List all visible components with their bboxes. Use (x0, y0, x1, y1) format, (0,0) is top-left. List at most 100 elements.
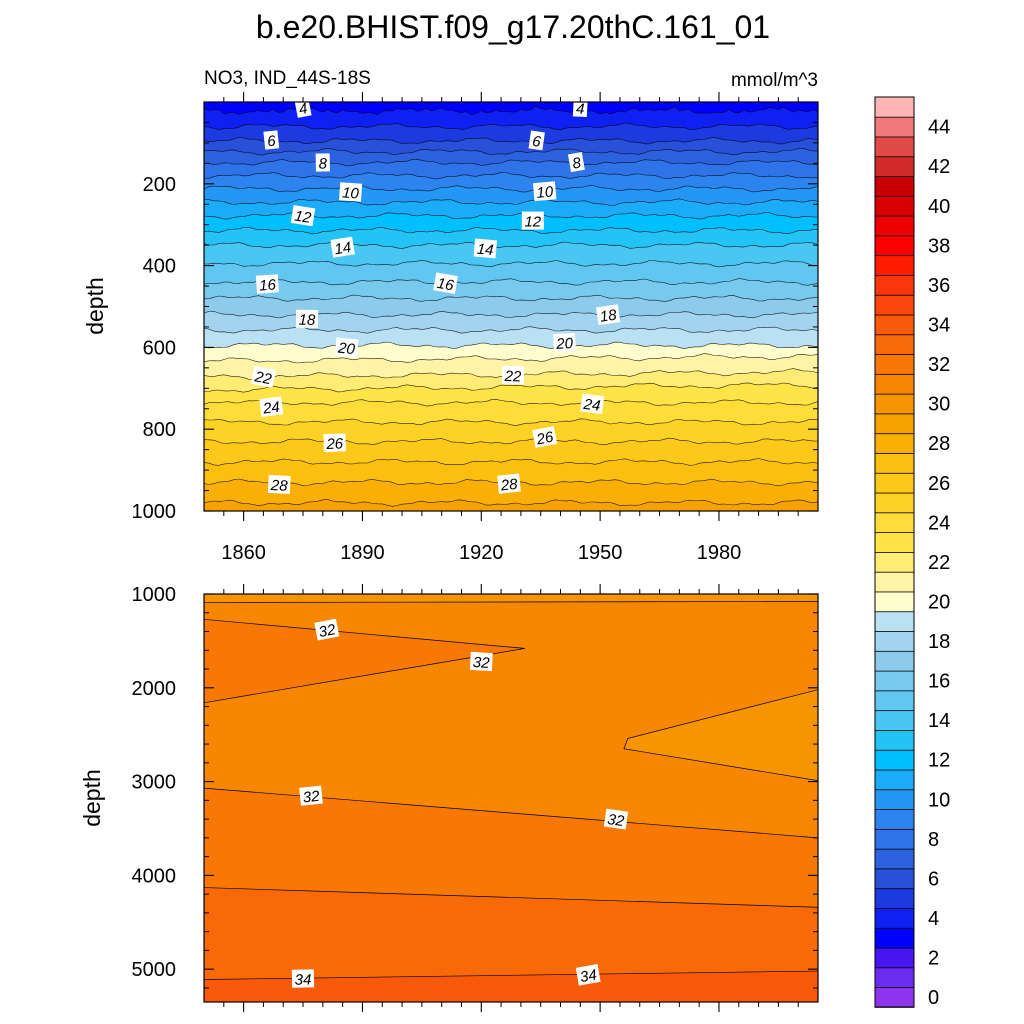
contour-label-box (580, 393, 605, 415)
contour-label: 32 (469, 651, 493, 672)
colorbar-swatch (874, 729, 915, 751)
colorbar-label: 6 (928, 868, 939, 890)
contour-label-box (497, 473, 521, 494)
contour-line (204, 382, 818, 393)
contour-label: 32 (603, 808, 629, 830)
contour-label-text: 14 (476, 241, 494, 259)
contour-label: 24 (259, 396, 284, 418)
contour-label-text: 10 (342, 184, 360, 202)
colorbar-swatch (874, 887, 915, 909)
x-tick-label: 1860 (221, 542, 266, 564)
contour-label-box (532, 426, 558, 448)
contour-label-text: 14 (333, 239, 352, 258)
contour-line (204, 198, 818, 206)
y-tick-label: 3000 (132, 772, 177, 794)
colorbar-swatch (874, 571, 915, 593)
colorbar-label: 44 (928, 117, 950, 139)
contour-label: 6 (263, 130, 280, 150)
contour-label-text: 20 (555, 335, 574, 353)
contour-label-text: 28 (499, 476, 519, 495)
lower-contour-fill (204, 594, 818, 1002)
contour-label-box (259, 396, 284, 417)
contour-line (623, 689, 818, 781)
colorbar-swatch (874, 393, 915, 415)
upper-contour-fill (204, 102, 818, 511)
contour-label-text: 28 (269, 477, 288, 495)
contour-line (204, 136, 818, 145)
colorbar-swatch (874, 96, 915, 118)
contour-label-box (338, 182, 363, 202)
colorbar-label: 40 (928, 196, 950, 218)
contour-label: 34 (291, 969, 315, 989)
contour-label-box (521, 211, 544, 230)
contour-label-box (263, 130, 280, 150)
contour-label-text: 22 (503, 368, 522, 386)
contour-line (204, 341, 818, 349)
contour-band (204, 971, 818, 1002)
colorbar-swatch (874, 749, 915, 771)
contour-label: 28 (497, 473, 521, 495)
contour-label: 10 (338, 182, 363, 203)
x-tick-label: 1890 (340, 542, 385, 564)
contour-label: 24 (580, 393, 605, 415)
colorbar-swatch (874, 254, 915, 276)
contour-label-text: 10 (536, 183, 555, 201)
colorbar-swatch (874, 531, 915, 553)
contour-label: 20 (553, 332, 576, 353)
contour-line (204, 158, 818, 167)
contour-label: 8 (567, 152, 585, 173)
contour-label: 10 (532, 181, 557, 202)
contour-label-box (528, 130, 545, 151)
colorbar-swatch (874, 175, 915, 197)
colorbar-label: 30 (928, 394, 950, 416)
contour-label-box (501, 365, 525, 385)
contour-line (204, 437, 818, 446)
contour-label-text: 26 (534, 428, 555, 448)
contour-line (204, 418, 818, 426)
contour-label: 26 (323, 433, 347, 453)
colorbar-swatch (874, 314, 915, 336)
lower-axes: 1000 2000 3000 4000 5000 (132, 584, 818, 1012)
colorbar-label: 28 (928, 433, 950, 455)
upper-y-axis-label: depth (82, 277, 108, 335)
contour-label: 16 (433, 272, 458, 295)
colorbar-swatch (874, 828, 915, 850)
contour-label-text: 24 (582, 396, 602, 415)
colorbar-label: 36 (928, 275, 950, 297)
variable-region-label: NO3, IND_44S-18S (204, 68, 371, 89)
y-tick-label: 5000 (132, 959, 177, 981)
colorbar-swatch (874, 551, 915, 573)
contour-line (204, 458, 818, 466)
contour-label-text: 24 (261, 399, 281, 418)
contour-line (204, 353, 818, 364)
contour-label-box (294, 97, 312, 118)
colorbar-swatch (874, 195, 915, 217)
contour-band (204, 594, 818, 603)
colorbar-swatch (874, 432, 915, 454)
contour-band (204, 619, 525, 703)
contour-label: 18 (295, 309, 319, 329)
colorbar-swatch (874, 492, 915, 514)
contour-label-box (255, 274, 280, 294)
contour-line (204, 184, 818, 193)
contour-label: 22 (501, 365, 525, 386)
contour-label: 26 (532, 426, 558, 449)
contour-label-box (299, 785, 323, 806)
colorbar-swatch (874, 136, 915, 158)
contour-label-text: 26 (325, 435, 344, 453)
contour-label-box (330, 236, 355, 258)
contour-label-text: 18 (599, 307, 619, 326)
colorbar-swatch (874, 373, 915, 395)
y-tick-label: 800 (143, 419, 176, 441)
contour-label: 12 (521, 211, 544, 231)
contour-label: 32 (299, 785, 323, 807)
colorbar-label: 10 (928, 789, 950, 811)
x-tick-label: 1980 (697, 542, 742, 564)
contour-label-box (532, 181, 557, 202)
colorbar-label: 2 (928, 948, 939, 970)
colorbar-swatch (874, 155, 915, 177)
colorbar-swatch (874, 353, 915, 375)
colorbar-swatch (874, 650, 915, 672)
contour-label-text: 12 (293, 207, 313, 227)
